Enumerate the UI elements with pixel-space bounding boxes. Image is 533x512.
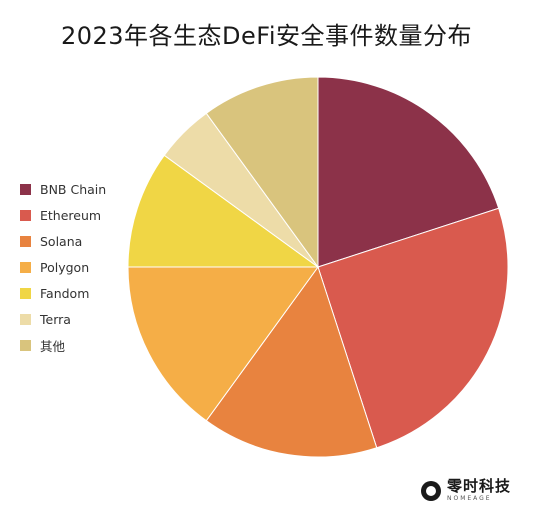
chart-title: 2023年各生态DeFi安全事件数量分布 <box>60 22 473 50</box>
legend-item: Fandom <box>20 280 106 306</box>
legend-label: Terra <box>40 311 71 327</box>
pie-slice-ethereum <box>317 207 509 449</box>
brand-logo-icon <box>420 480 441 501</box>
legend-swatch <box>20 183 31 195</box>
legend-label: BNB Chain <box>40 181 107 197</box>
legend-label: 其他 <box>40 338 66 354</box>
legend-item: Terra <box>20 306 106 332</box>
legend-item: Polygon <box>20 254 106 280</box>
legend-swatch <box>20 261 31 273</box>
pie-slice-bnb-chain <box>317 76 500 268</box>
legend-swatch <box>20 209 31 221</box>
pie-slice-其他 <box>205 76 319 269</box>
brand-subtitle: NOMEAGE <box>446 495 492 502</box>
legend-item: Solana <box>20 228 106 254</box>
legend-swatch <box>20 313 31 325</box>
legend-item: Ethereum <box>20 202 106 228</box>
legend-swatch <box>20 339 31 351</box>
brand-watermark: 零时科技 NOMEAGE <box>420 477 511 502</box>
pie-slice-polygon <box>127 266 319 422</box>
legend: BNB Chain Ethereum Solana Polygon Fandom Terr… <box>20 176 106 358</box>
pie-slice-solana <box>205 265 378 458</box>
legend-swatch <box>20 235 31 247</box>
legend-item: BNB Chain <box>20 176 106 202</box>
legend-label: Fandom <box>40 285 90 301</box>
pie-slice-fandom <box>127 154 320 268</box>
brand-name: 零时科技 <box>446 477 511 495</box>
pie-slices <box>127 76 509 458</box>
legend-label: Solana <box>40 233 83 249</box>
legend-swatch <box>20 287 31 299</box>
legend-label: Polygon <box>40 259 90 275</box>
legend-label: Ethereum <box>40 207 102 223</box>
legend-item: 其他 <box>20 332 106 358</box>
